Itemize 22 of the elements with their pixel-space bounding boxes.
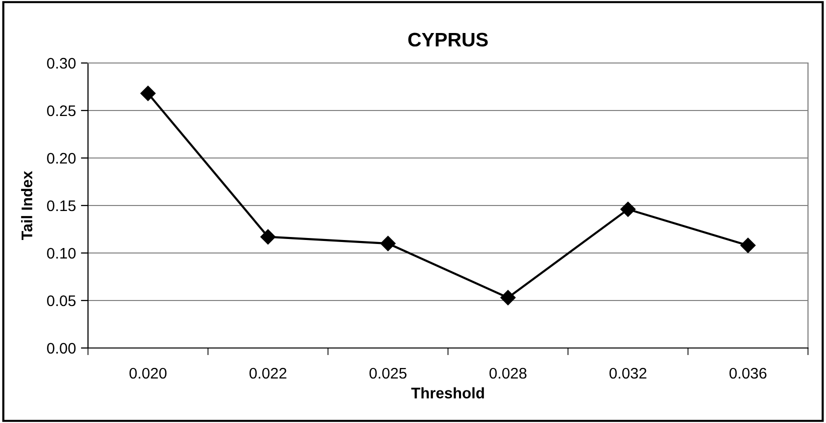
x-axis-title: Threshold [411, 387, 484, 398]
x-tick-label: 0.020 [129, 368, 167, 379]
chart-title: CYPRUS [408, 32, 488, 47]
point [620, 202, 636, 217]
y-axis-title: Tail Index [21, 170, 32, 240]
y-tick-label: 0.30 [47, 58, 76, 69]
x-tick-label: 0.025 [369, 368, 406, 379]
point [260, 229, 276, 244]
y-tick-label: 0.15 [47, 200, 76, 212]
y-tick-label: 0.00 [47, 342, 76, 354]
y-tick-label: 0.20 [47, 152, 76, 164]
y-tick-label: 0.05 [47, 295, 76, 306]
y-tick-label: 0.10 [47, 248, 76, 259]
point [380, 236, 396, 252]
x-tick-label: 0.022 [249, 368, 286, 379]
point [140, 86, 156, 101]
point [500, 290, 516, 306]
point [740, 238, 756, 253]
x-tick-label: 0.036 [729, 368, 766, 379]
y-tick-label: 0.25 [47, 105, 76, 116]
x-tick-label: 0.028 [489, 368, 526, 379]
x-tick-label: 0.032 [609, 368, 646, 379]
